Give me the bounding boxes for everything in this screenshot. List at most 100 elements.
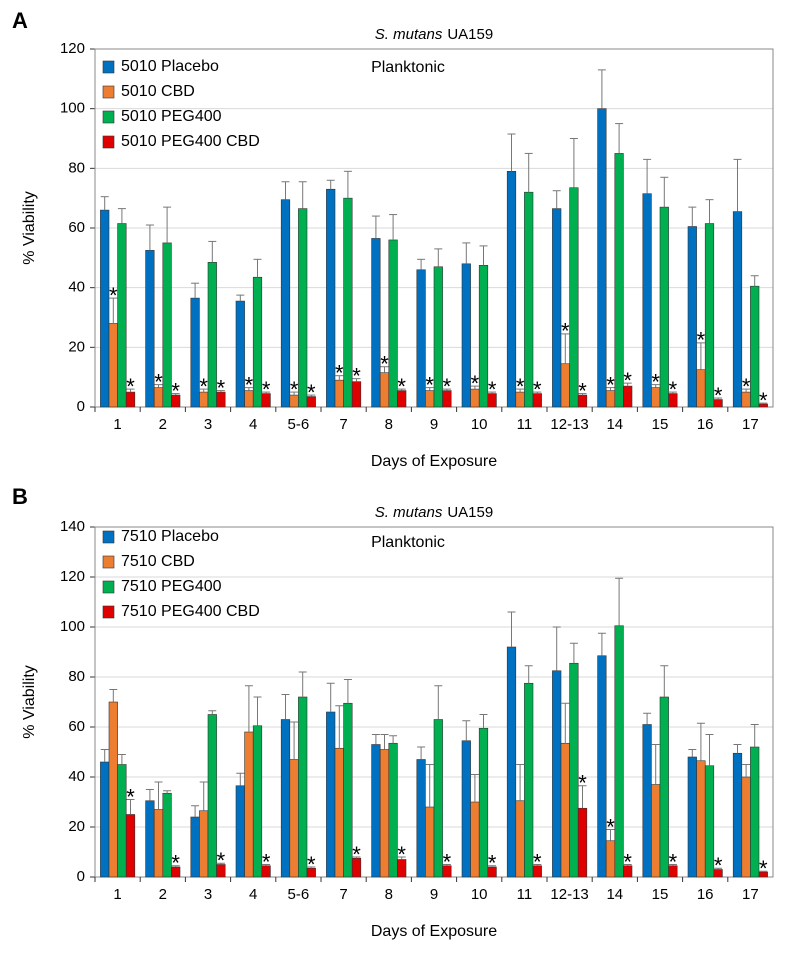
significance-marker: * <box>443 849 452 874</box>
bar <box>704 223 715 408</box>
x-tick-label: 2 <box>159 886 167 903</box>
y-tick-label: 20 <box>68 818 85 835</box>
chart-subtitle: Planktonic <box>371 534 445 551</box>
error-bar <box>380 734 389 750</box>
error-bar <box>651 744 660 785</box>
error-bar <box>154 384 163 388</box>
error-bar <box>236 772 245 786</box>
significance-marker: * <box>245 372 254 397</box>
significance-marker: * <box>109 283 118 308</box>
legend-swatch <box>102 530 115 544</box>
error-bar <box>623 864 632 866</box>
error-bar <box>389 735 398 744</box>
error-bar <box>759 870 768 872</box>
legend-swatch <box>102 135 115 149</box>
x-tick-label: 16 <box>697 416 714 433</box>
bar <box>416 269 426 408</box>
bar <box>614 625 624 878</box>
error-bar <box>615 123 624 154</box>
bar <box>506 646 517 878</box>
bar <box>597 108 607 408</box>
x-tick-label: 1 <box>113 416 121 433</box>
error-bar <box>171 393 180 396</box>
significance-marker: * <box>759 388 768 413</box>
x-tick-label: 9 <box>430 416 438 433</box>
legend-label: 5010 Placebo <box>121 58 219 75</box>
bar <box>659 206 669 408</box>
error-bar <box>199 781 208 811</box>
significance-marker: * <box>714 383 723 408</box>
bar <box>552 208 562 408</box>
x-axis-title: Days of Exposure <box>371 923 497 940</box>
significance-marker: * <box>262 849 271 874</box>
error-bar <box>352 856 361 859</box>
bar <box>379 749 390 878</box>
significance-marker: * <box>606 372 615 397</box>
significance-marker: * <box>171 851 180 876</box>
error-bar <box>417 746 426 760</box>
y-tick-label: 0 <box>77 868 85 885</box>
error-bar <box>126 388 135 393</box>
bar <box>750 285 760 408</box>
error-bar <box>145 224 154 251</box>
error-bar <box>488 391 497 394</box>
panel-label: A <box>12 8 28 33</box>
significance-marker: * <box>578 771 587 796</box>
x-tick-label: 4 <box>249 886 257 903</box>
bar <box>433 719 443 878</box>
error-bar <box>750 724 759 747</box>
error-bar <box>307 866 316 869</box>
x-tick-label: 9 <box>430 886 438 903</box>
bar <box>199 810 209 878</box>
x-tick-label: 11 <box>517 886 533 903</box>
bar <box>569 187 579 408</box>
error-bar <box>507 611 516 647</box>
bar <box>478 727 489 878</box>
error-bar <box>326 179 335 190</box>
significance-marker: * <box>533 849 542 874</box>
bar <box>371 238 381 408</box>
bar <box>207 714 217 878</box>
error-bar <box>100 749 109 762</box>
bar <box>190 816 200 878</box>
significance-marker: * <box>171 378 180 403</box>
error-bar <box>171 865 180 867</box>
error-bar <box>688 206 697 227</box>
y-tick-label: 40 <box>68 279 85 296</box>
bar <box>162 792 172 878</box>
error-bar <box>208 710 217 715</box>
error-bar <box>750 275 759 287</box>
panel-label: B <box>12 484 28 509</box>
bar <box>252 725 263 878</box>
significance-marker: * <box>714 853 723 878</box>
error-bar <box>524 665 533 684</box>
title-species: S. mutans <box>375 26 443 43</box>
y-tick-label: 120 <box>60 40 85 57</box>
error-bar <box>117 754 126 765</box>
x-tick-label: 5-6 <box>288 416 310 433</box>
significance-marker: * <box>623 849 632 874</box>
error-bar <box>516 388 525 393</box>
significance-marker: * <box>533 377 542 402</box>
error-bar <box>507 133 516 172</box>
x-tick-label: 17 <box>742 886 759 903</box>
y-tick-label: 100 <box>60 618 85 635</box>
error-bar <box>516 764 525 801</box>
significance-marker: * <box>217 375 226 400</box>
significance-marker: * <box>742 374 751 399</box>
bar <box>461 263 471 408</box>
error-bar <box>561 333 570 364</box>
x-tick-label: 2 <box>159 416 167 433</box>
error-bar <box>281 181 290 200</box>
error-bar <box>352 378 361 382</box>
legend-label: 7510 PEG400 <box>121 578 222 595</box>
error-bar <box>696 722 705 761</box>
bar <box>100 761 110 878</box>
error-bar <box>100 196 109 211</box>
error-bar <box>191 282 200 299</box>
error-bar <box>533 864 542 866</box>
legend-label: 5010 PEG400 <box>121 108 222 125</box>
bar <box>524 682 534 878</box>
error-bar <box>660 665 669 697</box>
bar <box>117 764 127 878</box>
